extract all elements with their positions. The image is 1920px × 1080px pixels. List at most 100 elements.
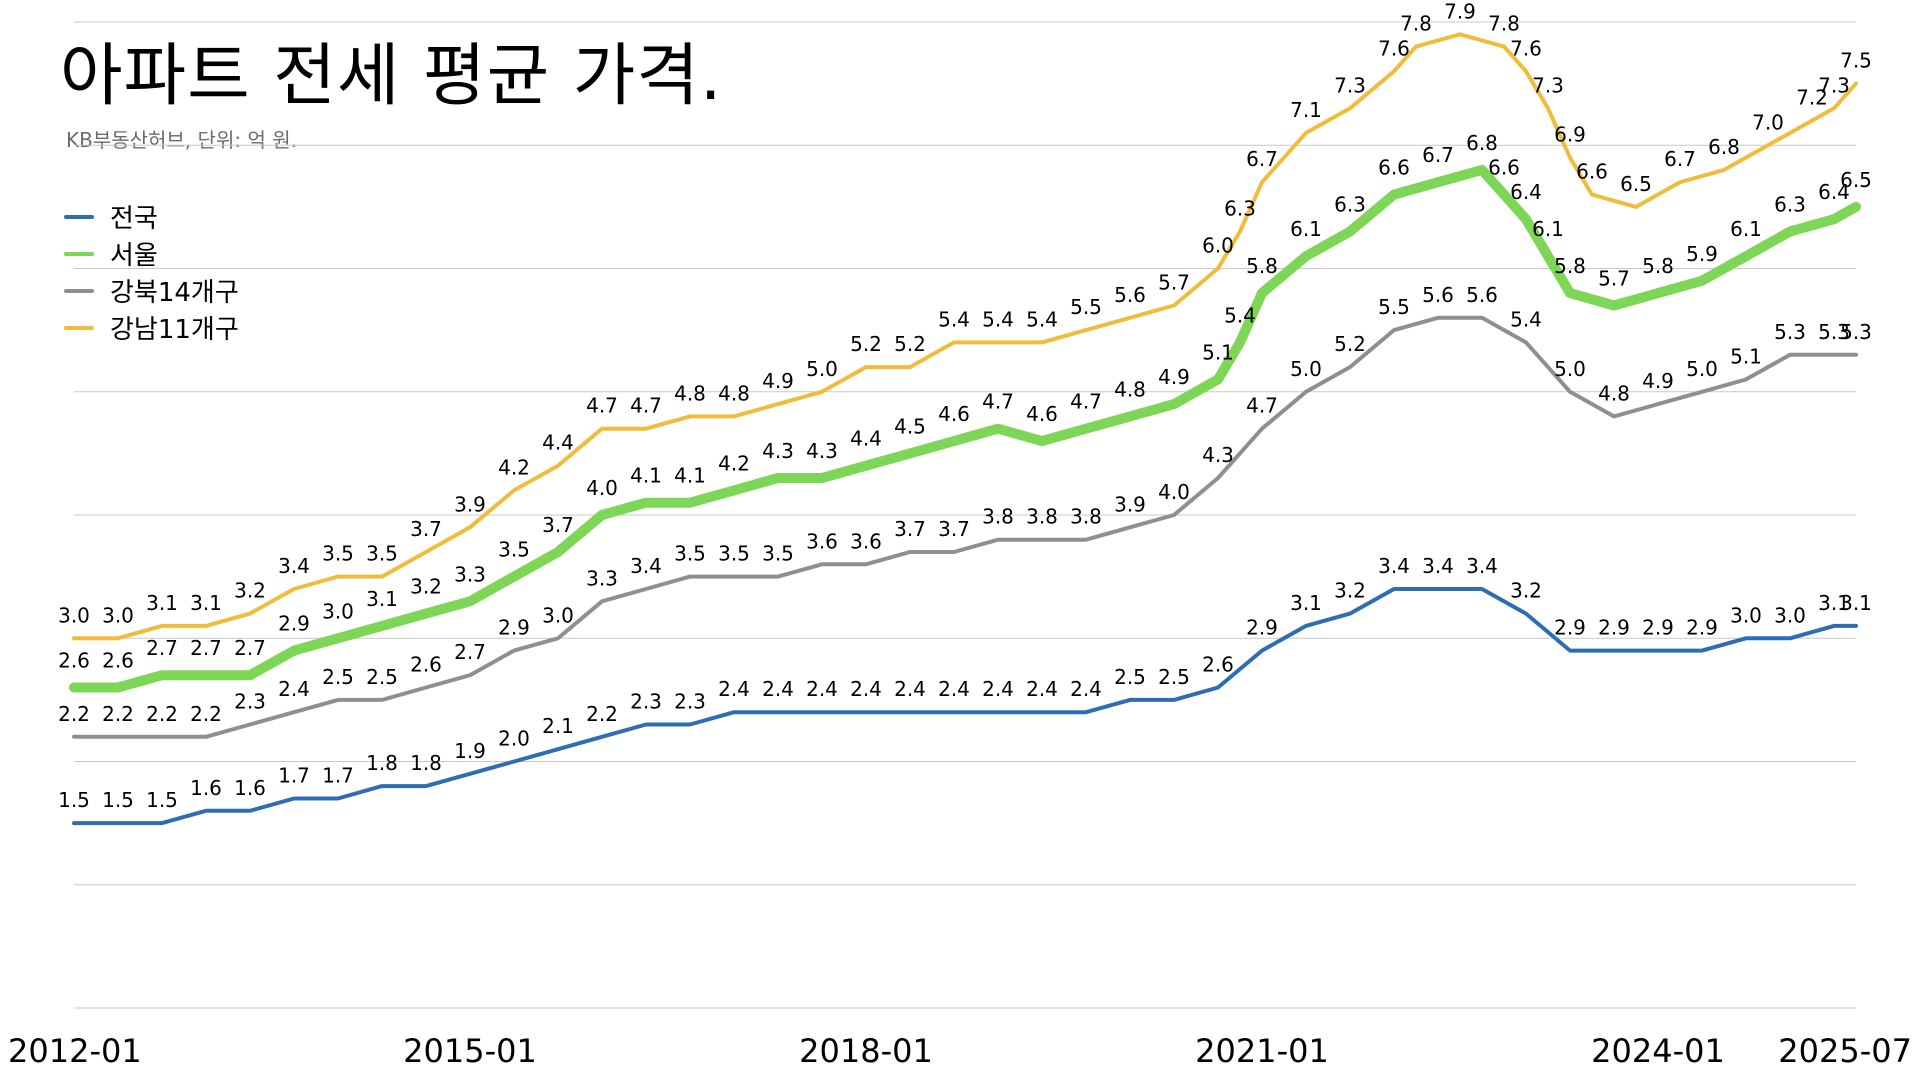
legend-label: 강남11개구 (110, 315, 239, 345)
data-label: 4.4 (850, 427, 882, 451)
data-label: 2.9 (1686, 616, 1718, 640)
data-label: 1.8 (366, 751, 398, 775)
data-label: 4.3 (806, 439, 838, 463)
legend-swatch (64, 251, 94, 256)
data-label: 2.2 (102, 702, 134, 726)
data-label: 2.2 (146, 702, 178, 726)
data-label: 7.5 (1840, 49, 1872, 73)
data-label: 3.7 (894, 517, 926, 541)
legend-item-nationwide: 전국 (64, 198, 239, 235)
data-label: 2.4 (894, 677, 926, 701)
data-label: 5.6 (1114, 283, 1146, 307)
data-label: 2.4 (1070, 677, 1102, 701)
data-label: 4.1 (630, 464, 662, 488)
data-label: 3.4 (1422, 554, 1454, 578)
data-label: 2.0 (498, 727, 530, 751)
data-label: 4.7 (586, 394, 618, 418)
data-label: 2.7 (190, 636, 222, 660)
data-label: 3.0 (322, 599, 354, 623)
data-label: 6.6 (1378, 156, 1410, 180)
data-label: 4.4 (542, 431, 574, 455)
data-label: 2.9 (278, 612, 310, 636)
data-label: 5.5 (1378, 295, 1410, 319)
x-tick-label: 2021-01 (1195, 1032, 1329, 1070)
data-label: 2.7 (234, 636, 266, 660)
legend-swatch (64, 325, 94, 330)
legend-swatch (64, 288, 94, 293)
data-label: 3.1 (190, 591, 222, 615)
data-label: 6.1 (1290, 217, 1322, 241)
data-label: 4.3 (762, 439, 794, 463)
data-label: 6.4 (1818, 180, 1850, 204)
data-label: 5.4 (982, 307, 1014, 331)
data-label: 3.5 (498, 538, 530, 562)
data-label: 2.4 (278, 677, 310, 701)
data-label: 6.7 (1246, 147, 1278, 171)
data-label: 7.2 (1796, 86, 1828, 110)
data-label: 2.3 (234, 690, 266, 714)
data-label: 3.4 (630, 554, 662, 578)
data-label: 7.3 (1818, 73, 1850, 97)
data-label: 2.5 (1114, 665, 1146, 689)
data-label: 2.9 (1554, 616, 1586, 640)
data-label: 5.4 (1510, 307, 1542, 331)
data-label: 3.3 (586, 566, 618, 590)
data-label: 7.1 (1290, 98, 1322, 122)
legend-item-gangbuk: 강북14개구 (64, 272, 239, 309)
data-label: 4.6 (1026, 402, 1058, 426)
data-label: 2.4 (982, 677, 1014, 701)
data-label: 2.4 (762, 677, 794, 701)
data-label: 2.1 (542, 714, 574, 738)
data-label: 2.4 (1026, 677, 1058, 701)
data-label: 1.7 (278, 764, 310, 788)
data-label: 2.5 (322, 665, 354, 689)
data-label: 6.8 (1466, 131, 1498, 155)
data-label: 2.5 (366, 665, 398, 689)
data-label: 7.8 (1400, 12, 1432, 36)
legend-swatch (64, 214, 94, 219)
data-label: 4.7 (1070, 390, 1102, 414)
data-label: 5.6 (1466, 283, 1498, 307)
data-label: 2.3 (630, 690, 662, 714)
data-label: 4.2 (498, 455, 530, 479)
data-label: 2.7 (146, 636, 178, 660)
data-label: 5.0 (1290, 357, 1322, 381)
data-label: 3.7 (542, 513, 574, 537)
data-label: 5.2 (1334, 332, 1366, 356)
data-label: 3.7 (410, 517, 442, 541)
data-label: 4.8 (718, 381, 750, 405)
data-label: 5.8 (1554, 254, 1586, 278)
data-label: 4.6 (938, 402, 970, 426)
data-label: 7.6 (1378, 36, 1410, 60)
data-label: 6.8 (1708, 135, 1740, 159)
data-label: 6.3 (1774, 193, 1806, 217)
data-label: 2.7 (454, 640, 486, 664)
data-label: 4.0 (586, 476, 618, 500)
data-label: 4.8 (1598, 381, 1630, 405)
chart-title: 아파트 전세 평균 가격. (60, 37, 723, 116)
data-label: 4.9 (1158, 365, 1190, 389)
data-label: 3.1 (1840, 591, 1872, 615)
data-label: 6.1 (1532, 217, 1564, 241)
series-line (72, 315, 1858, 739)
x-tick-label: 2024-01 (1591, 1032, 1725, 1070)
data-label: 6.5 (1620, 172, 1652, 196)
legend-item-seoul: 서울 (64, 235, 239, 272)
data-label: 6.6 (1488, 156, 1520, 180)
data-label: 6.6 (1576, 160, 1608, 184)
data-label: 5.2 (850, 332, 882, 356)
data-label: 2.6 (102, 649, 134, 673)
data-label: 3.1 (146, 591, 178, 615)
data-label: 1.9 (454, 739, 486, 763)
data-label: 5.3 (1840, 320, 1872, 344)
x-axis: 2012-01 2015-01 2018-01 2021-01 2024-01 2025-… (8, 1032, 1912, 1070)
data-label: 3.5 (674, 542, 706, 566)
legend-label: 강북14개구 (110, 278, 239, 308)
data-label: 5.1 (1202, 340, 1234, 364)
data-label: 3.5 (762, 542, 794, 566)
data-label: 4.7 (630, 394, 662, 418)
data-label: 3.1 (1818, 591, 1850, 615)
data-label: 1.5 (58, 788, 90, 812)
data-label: 5.4 (1026, 307, 1058, 331)
